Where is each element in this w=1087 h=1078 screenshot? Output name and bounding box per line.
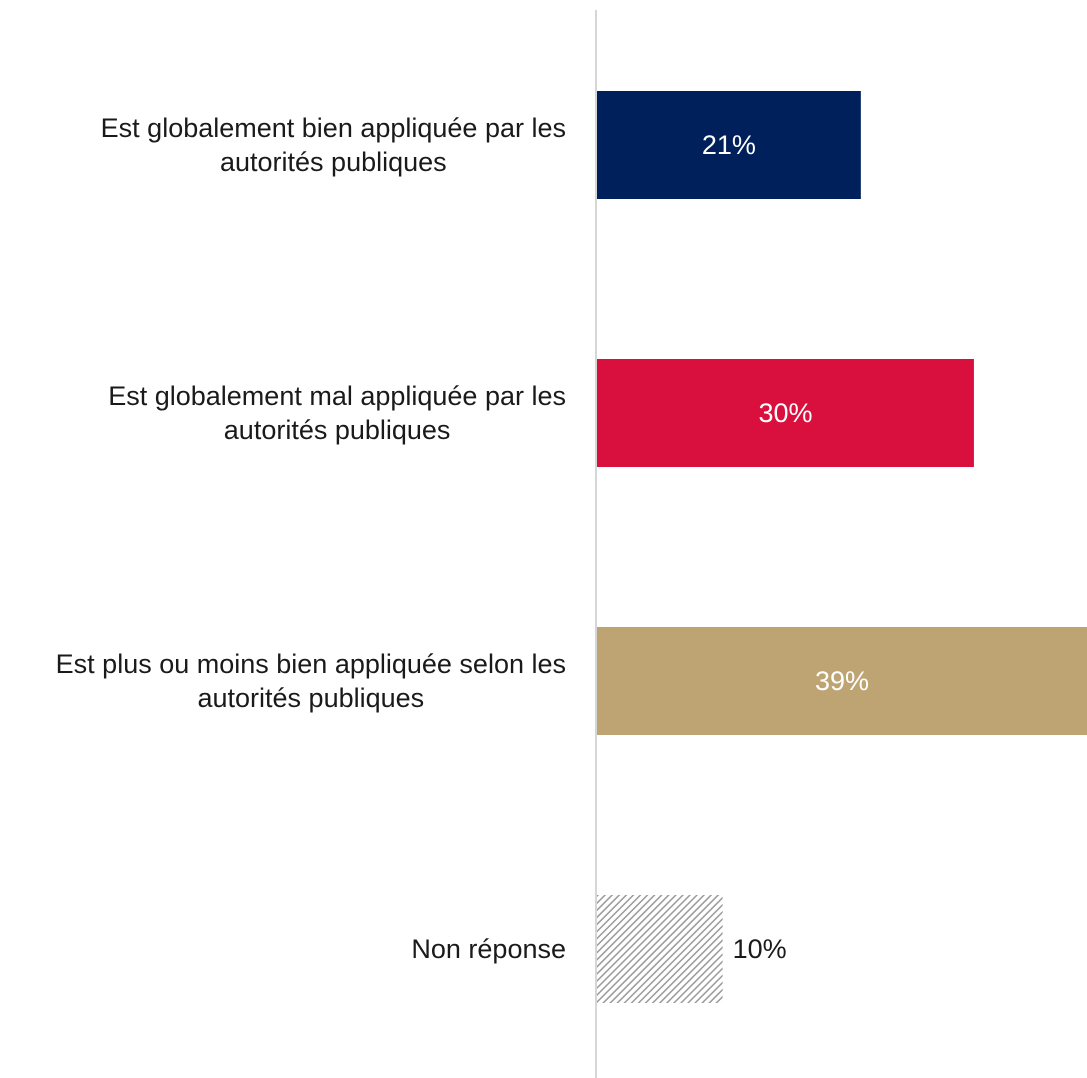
bar-0 — [597, 91, 861, 199]
category-label-line: Est plus ou moins bien appliquée selon l… — [56, 649, 566, 679]
category-label-1: Est globalement mal appliquée par les aut… — [108, 381, 566, 445]
bar-3 — [597, 895, 723, 1003]
value-label-2: 39% — [815, 666, 869, 696]
category-label-line: autorités publiques — [224, 415, 451, 445]
bar-2 — [597, 627, 1087, 735]
value-label-3: 10% — [733, 934, 787, 964]
category-label-3: Non réponse — [411, 934, 566, 964]
bar-1 — [597, 359, 974, 467]
labels-group: 21% Est globalement bien appliquée par le… — [56, 113, 869, 964]
category-label-line: Est globalement bien appliquée par les — [101, 113, 566, 143]
value-label-0: 21% — [702, 130, 756, 160]
category-label-0: Est globalement bien appliquée par les au… — [101, 113, 566, 177]
category-label-line: Est globalement mal appliquée par les — [108, 381, 566, 411]
category-label-line: autorités publiques — [220, 147, 447, 177]
value-label-1: 30% — [758, 398, 812, 428]
category-label-line: Non réponse — [411, 934, 566, 964]
category-label-line: autorités publiques — [198, 683, 425, 713]
category-label-2: Est plus ou moins bien appliquée selon l… — [56, 649, 566, 713]
bars-group — [597, 91, 1087, 1003]
